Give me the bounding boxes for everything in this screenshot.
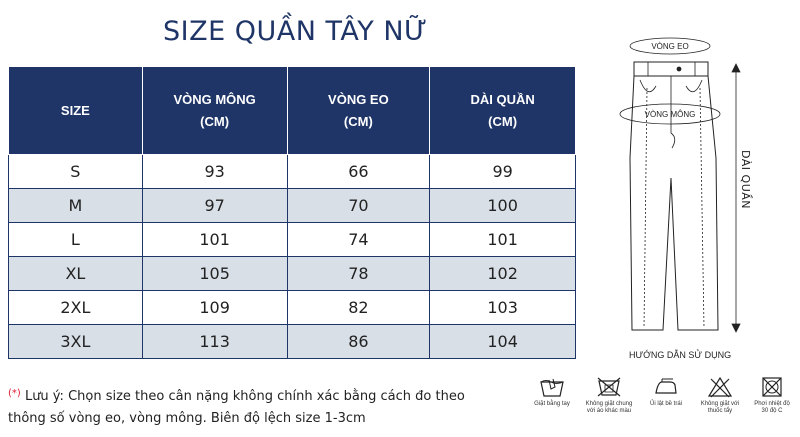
cell-length: 104 [429,324,576,359]
cell-length: 100 [429,188,576,223]
care-item-no-bleach: Không giặt với thuốc tẩy [692,376,748,415]
hip-measure-ellipse [619,103,721,125]
care-item-iron: Ủi lật bề trái [638,376,694,408]
cell-hip: 93 [141,154,288,189]
cell-size: 3XL [8,324,143,359]
table-row: XL 105 78 102 [8,256,576,291]
care-label-2: với áo khác màu [586,408,632,414]
dry-icon [762,377,782,397]
header-length: DÀI QUẦN (CM) [429,66,576,155]
care-label: Ủi lật bề trái [649,401,682,407]
care-label: Giặt bằng tay [534,401,570,407]
cell-size: M [8,188,143,223]
no-bleach-icon [707,376,733,398]
page-title: SIZE QUẦN TÂY NỮ [163,16,428,47]
cell-waist: 74 [286,222,431,257]
cell-size: XL [8,256,143,291]
cell-waist: 66 [286,154,431,189]
cell-size: 2XL [8,290,143,325]
table-row: M 97 70 100 [8,188,576,223]
length-label: DÀI QUẦN [739,150,752,210]
care-label-2: 30 độ C [761,408,783,414]
care-item-hand-wash: Giặt bằng tay [524,376,580,408]
care-label: Không giặt chung [585,401,633,407]
waist-measure-ellipse [629,37,711,55]
usage-caption: HƯỚNG DẪN SỬ DỤNG [629,350,732,360]
trousers-diagram: VÒNG EO VÒNG MÔNG [619,37,741,333]
belt-details [639,62,705,329]
waist-label: VÒNG EO [651,42,688,51]
cell-hip: 109 [141,290,288,325]
cell-length: 103 [429,290,576,325]
header-waist: VÒNG EO (CM) [286,66,431,155]
note-marker: (*) [8,388,21,399]
hip-label: VÒNG MÔNG [645,110,696,119]
size-table: SIZE VÒNG MÔNG (CM) VÒNG EO (CM) DÀI QUẦN(… [8,66,576,359]
cell-waist: 82 [286,290,431,325]
cell-waist: 70 [286,188,431,223]
cell-length: 99 [429,154,576,189]
header-hip: VÒNG MÔNG (CM) [141,66,288,155]
iron-icon [655,378,677,394]
no-mixed-wash-icon [597,377,621,397]
table-row: S 93 66 99 [8,154,576,189]
table-row: L 101 74 101 [8,222,576,257]
cell-length: 101 [429,222,576,257]
table-header-row: SIZE VÒNG MÔNG (CM) VÒNG EO (CM) DÀI QUẦN(… [8,66,576,155]
cell-hip: 105 [141,256,288,291]
cell-hip: 113 [141,324,288,359]
care-label: Phơi nhiệt độ [754,401,790,407]
table-row: 3XL 113 86 104 [8,324,576,359]
cell-size: L [8,222,143,257]
header-size: SIZE [8,66,143,155]
cell-waist: 78 [286,256,431,291]
size-note: (*) Lưu ý: Chọn size theo cân nặng không… [8,386,465,430]
note-line-2: thông số vòng eo, vòng mông. Biên độ lệc… [8,411,366,426]
cell-length: 102 [429,256,576,291]
care-item-dry: Phơi nhiệt độ 30 độ C [744,376,800,415]
hand-wash-icon [540,378,564,397]
care-label: Không giặt với [700,401,740,407]
note-line-1: Lưu ý: Chọn size theo cân nặng không chí… [24,389,465,404]
cell-hip: 97 [141,188,288,223]
cell-hip: 101 [141,222,288,257]
care-item-no-mixed-wash: Không giặt chung với áo khác màu [581,376,637,415]
trousers-outline [629,61,719,331]
length-arrow [731,63,741,333]
cell-size: S [8,154,143,189]
table-row: 2XL 109 82 103 [8,290,576,325]
cell-waist: 86 [286,324,431,359]
care-label-2: thuốc tẩy [707,408,733,414]
